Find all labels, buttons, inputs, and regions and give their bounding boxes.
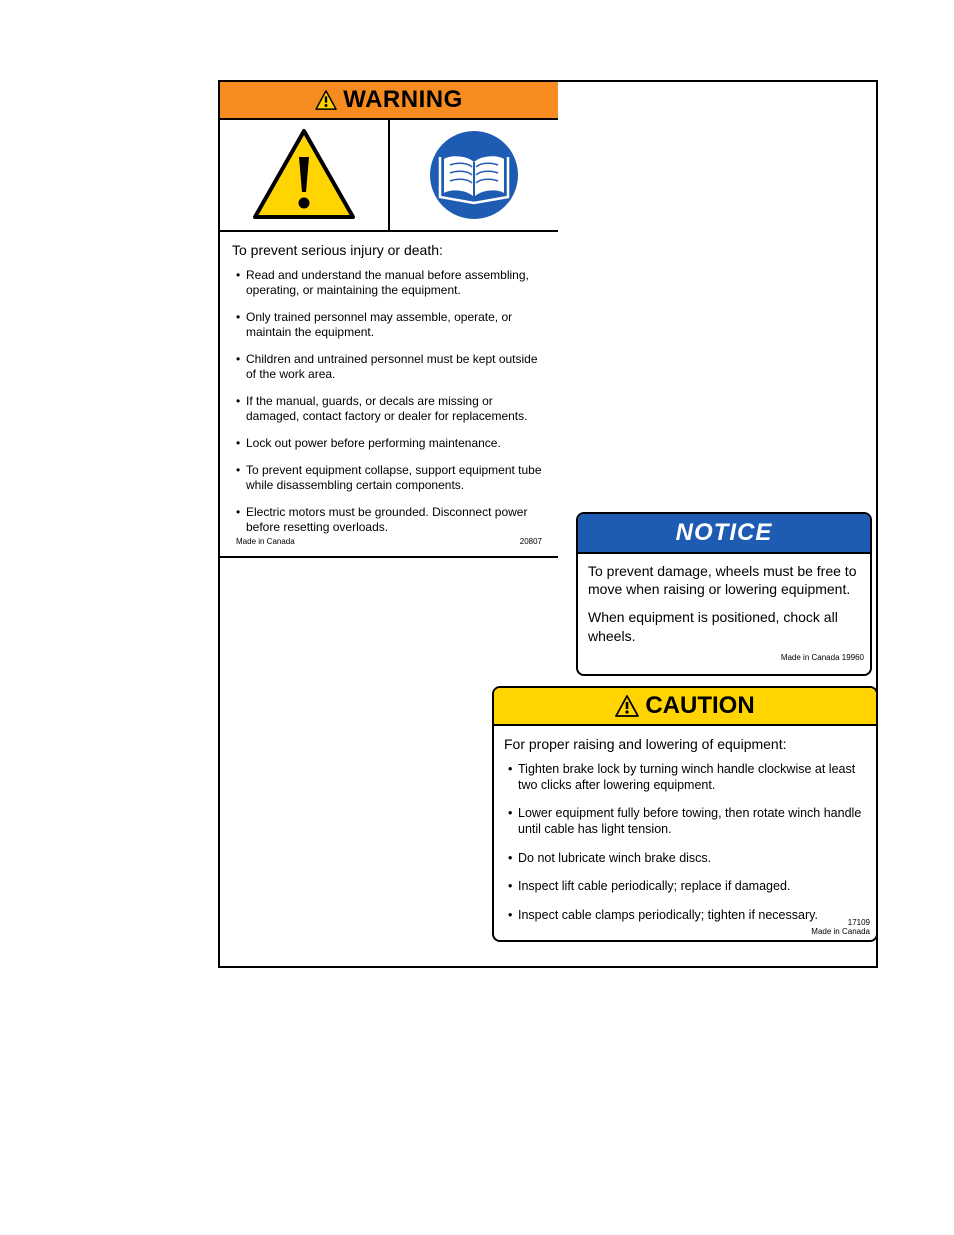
caution-label: CAUTION For proper raising and lowering … [492, 686, 878, 942]
warning-item: Electric motors must be grounded. Discon… [236, 505, 546, 535]
page: WARNING [0, 0, 954, 1235]
warning-item: Lock out power before performing mainten… [236, 436, 546, 451]
made-in-label: Made in Canada [236, 537, 295, 546]
warning-label: WARNING [220, 82, 558, 558]
warning-item: Read and understand the manual before as… [236, 268, 546, 298]
caution-body: For proper raising and lowering of equip… [494, 726, 876, 940]
warning-intro: To prevent serious injury or death: [232, 242, 546, 258]
warning-item: Children and untrained personnel must be… [236, 352, 546, 382]
notice-text: When equipment is positioned, chock all … [588, 608, 860, 644]
caution-item: Inspect lift cable periodically; replace… [508, 879, 866, 895]
warning-item: If the manual, guards, or decals are mis… [236, 394, 546, 424]
pictogram-row [220, 120, 558, 232]
caution-item: Do not lubricate winch brake discs. [508, 851, 866, 867]
caution-list: Tighten brake lock by turning winch hand… [504, 762, 866, 923]
notice-label: NOTICE To prevent damage, wheels must be… [576, 512, 872, 676]
caution-item: Lower equipment fully before towing, the… [508, 806, 866, 837]
warning-item: To prevent equipment collapse, support e… [236, 463, 546, 493]
warning-header: WARNING [220, 82, 558, 120]
warning-item: Only trained personnel may assemble, ope… [236, 310, 546, 340]
warning-body: To prevent serious injury or death: Read… [220, 232, 558, 558]
made-in-label: Made in Canada [811, 928, 870, 937]
caution-intro: For proper raising and lowering of equip… [504, 736, 866, 752]
hazard-triangle-icon [315, 90, 337, 110]
warning-title: WARNING [343, 86, 463, 114]
label-code: 20807 [520, 537, 542, 546]
caution-header: CAUTION [494, 688, 876, 726]
notice-title: NOTICE [676, 519, 773, 547]
notice-body: To prevent damage, wheels must be free t… [578, 554, 870, 661]
caution-footer: 17109 Made in Canada [811, 919, 870, 937]
notice-footer: Made in Canada 19960 [578, 653, 870, 666]
warning-list: Read and understand the manual before as… [232, 268, 546, 535]
outer-frame: WARNING [218, 80, 878, 968]
notice-header: NOTICE [578, 514, 870, 554]
hazard-pictogram [220, 120, 390, 230]
read-manual-pictogram [390, 120, 558, 230]
caution-item: Tighten brake lock by turning winch hand… [508, 762, 866, 793]
warning-footer: Made in Canada 20807 [232, 537, 546, 546]
notice-text: To prevent damage, wheels must be free t… [588, 562, 860, 598]
caution-title: CAUTION [645, 692, 754, 720]
hazard-triangle-icon [615, 695, 639, 717]
